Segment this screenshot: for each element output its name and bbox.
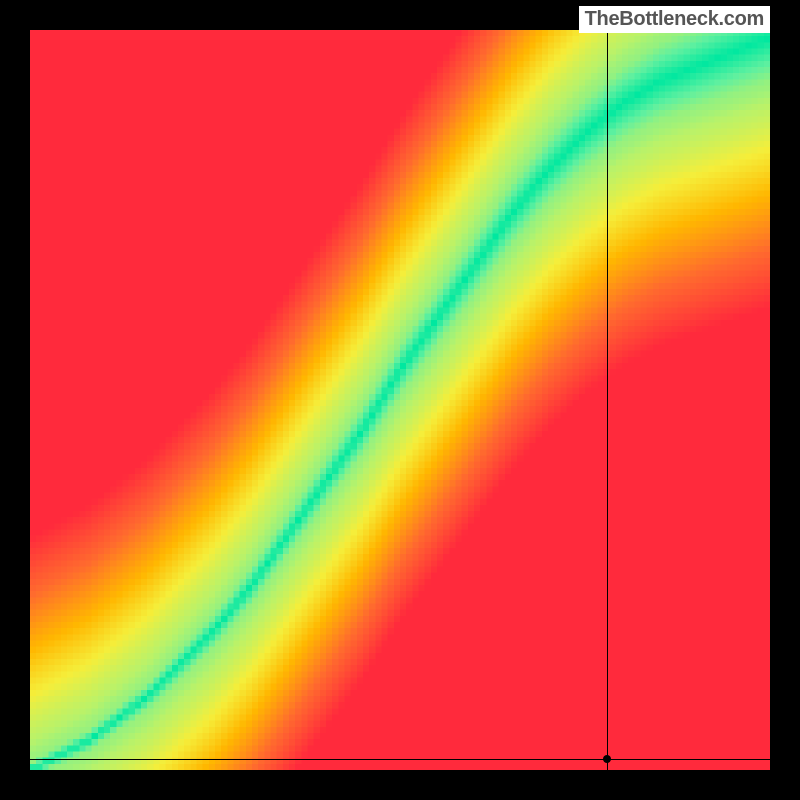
plot-area: [30, 30, 770, 770]
attribution-text: TheBottleneck.com: [579, 6, 770, 33]
crosshair-horizontal: [30, 759, 770, 760]
crosshair-vertical: [607, 30, 608, 770]
marker-dot: [603, 755, 611, 763]
bottleneck-heatmap: [30, 30, 770, 770]
